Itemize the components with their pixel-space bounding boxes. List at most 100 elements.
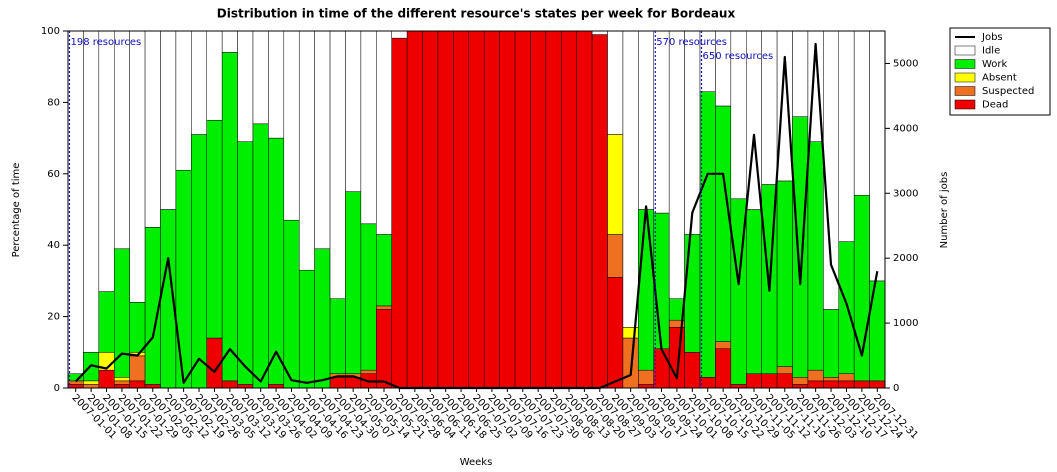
bar-segment [699,91,716,378]
bar-segment [838,373,855,382]
bar-segment [360,369,377,374]
bar-segment [561,30,577,389]
bar-segment [113,377,130,382]
bar-segment [699,377,716,389]
legend-label: Dead [982,100,1008,111]
bar-segment [746,373,762,389]
bar-segment [83,30,100,353]
bar-segment [437,30,454,389]
y2-tick-label: 1000 [893,318,918,329]
bar-segment [406,30,423,389]
bar-segment [545,30,562,389]
bar-segment [221,380,238,389]
bar-segment [607,277,624,389]
bar-segment [761,373,778,389]
bar-segment [622,30,639,328]
bar-segment [83,380,100,385]
y2-tick-label: 5000 [893,58,918,69]
y2-tick-label: 4000 [893,123,918,134]
legend-swatch [954,86,976,96]
bar-segment [715,105,732,342]
bar-segment [514,30,531,389]
annotation-label: 570 resources [656,37,727,48]
bar-segment [638,384,655,389]
y-axis-title: Percentage of time [11,163,22,258]
bar-segment [638,369,655,385]
bar-segment [468,30,485,389]
bar-segment [807,380,824,389]
bar-segment [838,241,855,374]
bar-segment [113,380,130,385]
bar-segment [129,302,146,353]
y-tick-label: 60 [47,169,60,180]
chart-title: Distribution in time of the different re… [217,7,736,21]
bar-segment [391,37,408,389]
bar-segment [129,380,146,389]
legend-swatch [954,59,976,69]
bar-segment [268,30,285,139]
bar-segment [345,191,362,374]
x-axis-title: Weeks [460,457,493,468]
bar-segment [776,366,793,374]
legend-swatch [954,45,976,56]
legend-label: Absent [982,73,1017,84]
bar-segment [206,120,223,339]
bar-segment [530,30,547,389]
bar-segment [823,380,840,389]
legend-label: Jobs [981,32,1003,43]
bar-segment [191,30,207,135]
bar-segment [129,30,146,303]
bar-segment [113,30,130,250]
legend-label: Idle [982,46,1000,57]
bar-segment [838,30,855,242]
bar-segment [499,30,516,389]
bar-segment [853,30,870,196]
bar-segment [345,30,362,192]
bar-segment [298,269,315,389]
y-tick-label: 40 [47,240,60,251]
bar-segment [807,141,824,371]
legend-swatch [954,72,976,83]
bar-segment [298,30,315,271]
bar-segment [684,234,701,353]
bar-segment [792,116,809,378]
bar-segment [175,169,192,389]
legend-label: Suspected [982,86,1034,97]
bar-segment [129,355,146,382]
bar-segment [376,30,392,235]
bar-segment [160,30,177,210]
bar-segment [144,30,161,228]
y-tick-label: 20 [47,312,60,323]
bar-segment [83,384,100,389]
bar-segment [268,137,285,385]
bar-segment [776,373,793,389]
bar-segment [638,209,655,371]
bar-segment [191,134,207,389]
bar-segment [730,384,747,389]
y2-tick-label: 3000 [893,188,918,199]
bar-segment [98,30,115,292]
bar-segment [607,134,624,235]
bar-segment [622,337,639,389]
bar-segment [653,212,670,349]
bar-segment [376,234,392,307]
bar-segment [268,384,285,389]
bar-segment [237,141,254,385]
bar-segment [237,384,254,389]
bar-segment [607,234,624,278]
bar-segment [746,209,762,374]
bar-segment [715,341,732,349]
bar-segment [391,30,408,39]
bar-segment [853,380,870,389]
bar-segment [422,30,439,389]
bar-segment [175,30,192,171]
bar-segment [283,30,300,221]
bar-segment [607,30,624,135]
bar-segment [776,180,793,367]
bar-segment [668,30,685,299]
y-tick-label: 0 [54,383,60,394]
bar-segment [67,384,84,389]
bar-segment [823,377,840,382]
bar-segment [113,384,130,389]
bar-segment [252,30,269,125]
